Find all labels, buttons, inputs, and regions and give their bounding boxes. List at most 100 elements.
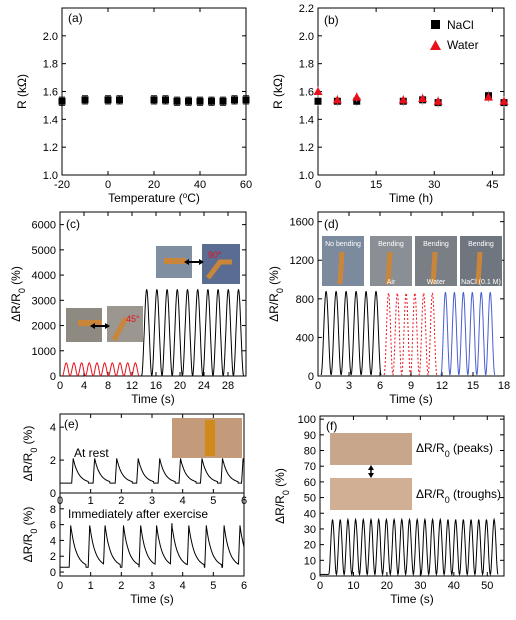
- y-tick-label: 1000: [32, 346, 56, 358]
- data-point: [116, 96, 123, 104]
- y-tick-label: 0: [50, 371, 56, 383]
- ylabel-part: ΔR/R: [267, 293, 281, 322]
- data-point: [173, 97, 181, 105]
- water-point: [313, 87, 323, 95]
- ylabel-part: ΔR/R: [21, 452, 35, 481]
- panel-f: 0 10 20 30 40 50 0 10 20 30 40 50 60 70 80 90 100 (f) Time…: [273, 414, 505, 606]
- water-point: [398, 95, 408, 104]
- y-tick-label: 2.2: [299, 3, 314, 15]
- arrow-head-icon: [184, 259, 189, 265]
- photo-caption: Bending: [423, 241, 449, 248]
- y-tick-label: 1.4: [43, 114, 58, 126]
- water-point: [484, 92, 493, 101]
- panel-label-e: (e): [64, 417, 79, 431]
- x-tick-label-mid: 0: [57, 495, 63, 507]
- photo-caption: Air: [387, 279, 396, 286]
- y-tick-label: 40: [304, 508, 316, 520]
- arm-extended-photo: [330, 478, 412, 510]
- x-tick-label: 45: [486, 179, 498, 191]
- water-point: [332, 95, 342, 104]
- y-tick-label: 0: [308, 371, 314, 383]
- y-tick-label: 6: [50, 520, 56, 532]
- y-tick-label: 2: [50, 455, 56, 467]
- ylabel-part: ΔR/R: [273, 495, 287, 524]
- plot-frame: [59, 211, 247, 377]
- y-axis-label-d: ΔR/R0 (%): [267, 266, 285, 322]
- pulse-trace-exercise: [60, 523, 245, 568]
- annotation-part: 0: [445, 449, 450, 459]
- x-tick-label-mid: 6: [241, 495, 247, 507]
- x-tick-label-mid: 5: [210, 495, 216, 507]
- panel-d: 0 3 6 9 12 15 18 0 400 800 1200 1600 (d) Time (s) ΔR/R…: [267, 211, 510, 406]
- y-tick-label: 70: [304, 461, 316, 473]
- x-tick-label: 50: [481, 580, 493, 592]
- y-tick-label: 1.2: [43, 142, 58, 154]
- y-tick-label: 1.6: [299, 87, 314, 99]
- x-axis-label-c: Time (s): [131, 392, 175, 406]
- ylabel-part: ΔR/R: [21, 533, 35, 562]
- y-tick-label: 800: [296, 294, 314, 306]
- photo-caption: Bending: [378, 241, 404, 248]
- x-tick-label-mid: 1: [88, 495, 94, 507]
- x-axis-label-e: Time (s): [130, 592, 174, 606]
- ylabel-part: (%): [21, 507, 35, 529]
- annotation-part: ΔR/R: [416, 441, 445, 455]
- arrow-head-icon: [368, 465, 374, 470]
- water-point: [499, 96, 509, 105]
- photo-caption: NaCl (0.1 M): [461, 279, 501, 286]
- data-point: [104, 96, 112, 104]
- data-point: [242, 96, 250, 104]
- y-tick-label: 1.4: [299, 114, 314, 126]
- x-tick-label: -20: [54, 179, 70, 191]
- x-tick-label: 0: [105, 179, 111, 191]
- x-tick-label: 30: [428, 179, 440, 191]
- y-axis-label-e-bottom: ΔR/R0 (%): [21, 507, 39, 563]
- y-tick-label: 100: [298, 414, 316, 426]
- x-tick-label: 4: [180, 580, 186, 592]
- strain-trace: [62, 362, 140, 377]
- sensor-strip: [111, 316, 129, 342]
- y-tick-label: 50: [304, 493, 316, 505]
- ylabel-part: 0: [275, 288, 285, 293]
- x-tick-label: 3: [346, 380, 352, 392]
- x-tick-label: 20: [148, 179, 160, 191]
- x-tick-label: 1: [88, 580, 94, 592]
- x-tick-label: 60: [240, 179, 252, 191]
- arrow-head-icon: [368, 473, 374, 478]
- y-axis-label-c: ΔR/R0 (%): [9, 266, 27, 322]
- y-tick-label: 4: [50, 535, 56, 547]
- sensor-strip: [385, 251, 393, 285]
- x-tick-label-mid: 4: [180, 495, 186, 507]
- legend-label: Water: [447, 38, 479, 52]
- water-point: [352, 92, 362, 101]
- x-tick-label: 0: [57, 580, 63, 592]
- x-axis-label-a: Temperature (oC): [108, 191, 200, 206]
- x-tick-label: 40: [194, 179, 206, 191]
- sensor-strip: [164, 258, 186, 264]
- x-tick-label: 15: [467, 380, 479, 392]
- strain-trace: [440, 291, 496, 376]
- note-after-exercise: Immediately after exercise: [68, 507, 208, 521]
- plot-frame: [317, 7, 505, 176]
- ylabel-part: (%): [267, 266, 281, 288]
- y-tick-label: 400: [296, 332, 314, 344]
- strain-trace: [328, 517, 499, 577]
- x-axis-label-b: Time (h): [389, 191, 433, 205]
- panel-label-a: (a): [68, 11, 83, 25]
- panel-label-b: (b): [324, 13, 339, 27]
- y-tick-label: 2.0: [299, 31, 314, 43]
- data-point: [150, 96, 158, 104]
- x-tick-label: 12: [126, 380, 138, 392]
- ylabel-part: (%): [21, 426, 35, 448]
- data-point: [231, 96, 238, 104]
- sensor-strip: [430, 251, 438, 285]
- data-point: [219, 97, 227, 105]
- y-tick-label: 0: [50, 567, 56, 579]
- data-point: [81, 96, 89, 104]
- legend-marker-water: [430, 40, 441, 50]
- x-tick-label: 40: [448, 580, 460, 592]
- panel-a: -20 0 20 40 60 1.0 1.2 1.4 1.6 1.8 2.0 (a) Temperatu…: [15, 7, 252, 206]
- ylabel-part: 0: [29, 448, 39, 453]
- annotation-peaks: ΔR/R0 (peaks): [416, 441, 493, 459]
